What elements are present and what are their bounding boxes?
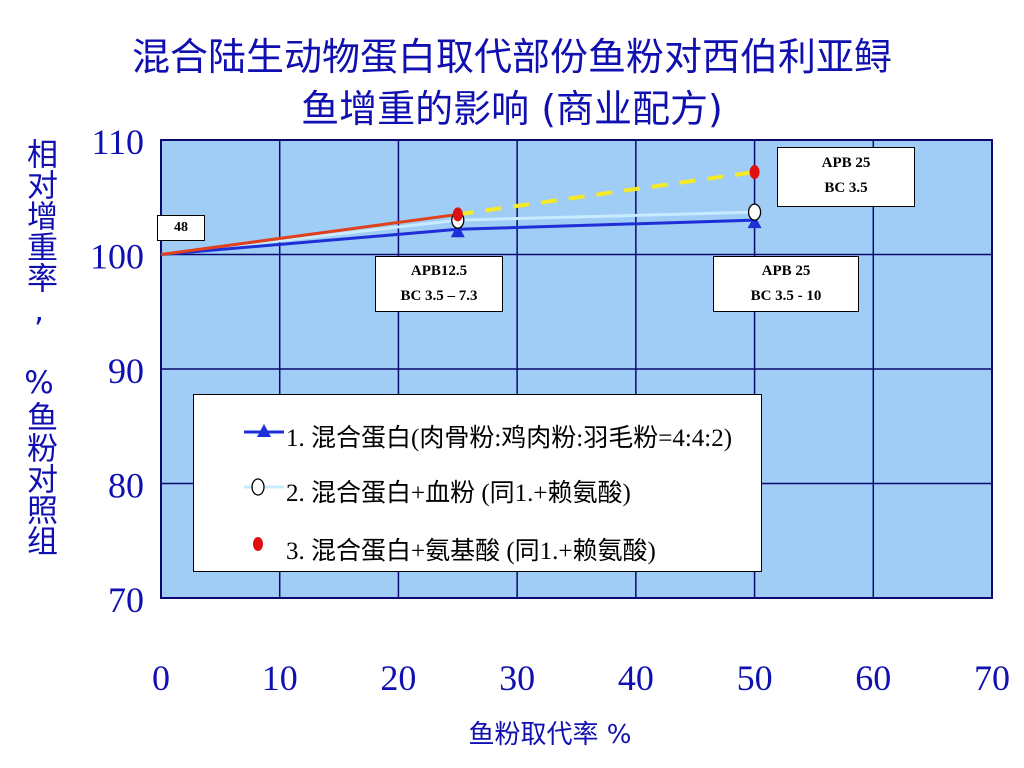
legend-label-series2: 2. 混合蛋白+血粉 (同1.+赖氨酸) [286, 480, 631, 507]
series1-point-50 [747, 215, 762, 229]
y-tick-label-110: 110 [91, 122, 144, 162]
x-tick-label-60: 60 [855, 658, 891, 698]
red-dot-marker-icon [253, 537, 263, 551]
x-tick-label-0: 0 [152, 658, 170, 698]
annotation-apb25-bc3-5-line2: BC 3.5 [824, 180, 868, 196]
legend-item-series3: 3. 混合蛋白+氨基酸 (同1.+赖氨酸) [194, 525, 761, 565]
series3-line-dashed [457, 170, 755, 217]
open-circle-marker-icon [244, 478, 284, 496]
triangle-marker-icon [244, 424, 284, 437]
legend: 1. 混合蛋白(肉骨粉:鸡肉粉:羽毛粉=4:4:2) 2. 混合蛋白+血粉 (同… [193, 394, 762, 572]
annotation-apb25-bc3-5-10-line2: BC 3.5 - 10 [750, 288, 822, 304]
x-tick-label-50: 50 [737, 658, 773, 698]
series3-point-25 [452, 207, 463, 222]
y-tick-label-70: 70 [108, 580, 144, 620]
series3-line-solid [160, 212, 458, 256]
y-tick-label-100: 100 [90, 237, 144, 277]
annotation-apb25-bc3-5-10-line1: APB 25 [761, 263, 811, 279]
series1-point-25 [450, 224, 465, 238]
annotation-apb25-bc3-5-line1: APB 25 [821, 155, 871, 171]
legend-label-series3: 3. 混合蛋白+氨基酸 (同1.+赖氨酸) [286, 538, 656, 565]
chart-title-line1: 混合陆生动物蛋白取代部份鱼粉对西伯利亚鲟 [131, 35, 892, 79]
x-tick-label-30: 30 [499, 658, 535, 698]
y-tick-label-90: 90 [108, 351, 144, 391]
legend-item-series1: 1. 混合蛋白(肉骨粉:鸡肉粉:羽毛粉=4:4:2) [194, 412, 761, 452]
x-axis-label: 鱼粉取代率 % [468, 720, 632, 750]
x-tick-label-70: 70 [974, 658, 1010, 698]
x-tick-label-40: 40 [618, 658, 654, 698]
x-tick-label-20: 20 [380, 658, 416, 698]
annotation-apb12-5-line2: BC 3.5 – 7.3 [400, 288, 478, 304]
annotation-48: 48 [157, 215, 205, 241]
series3-point-50 [749, 165, 760, 180]
legend-label-series1: 1. 混合蛋白(肉骨粉:鸡肉粉:羽毛粉=4:4:2) [286, 425, 733, 452]
annotation-apb25-bc3-5-10: APB 25 BC 3.5 - 10 [713, 256, 859, 312]
annotation-apb12-5-line1: APB12.5 [410, 263, 468, 279]
legend-item-series2: 2. 混合蛋白+血粉 (同1.+赖氨酸) [194, 467, 761, 507]
annotation-apb12-5: APB12.5 BC 3.5 – 7.3 [375, 256, 503, 312]
y-axis-label: 相对增重率, %鱼粉对照组 [21, 138, 57, 556]
annotation-apb25-bc3-5: APB 25 BC 3.5 [777, 147, 915, 207]
x-tick-label-10: 10 [262, 658, 298, 698]
y-tick-label-80: 80 [108, 466, 144, 506]
chart-title-line2: 鱼增重的影响 (商业配方) [301, 87, 723, 131]
series2-point-50 [747, 203, 762, 221]
